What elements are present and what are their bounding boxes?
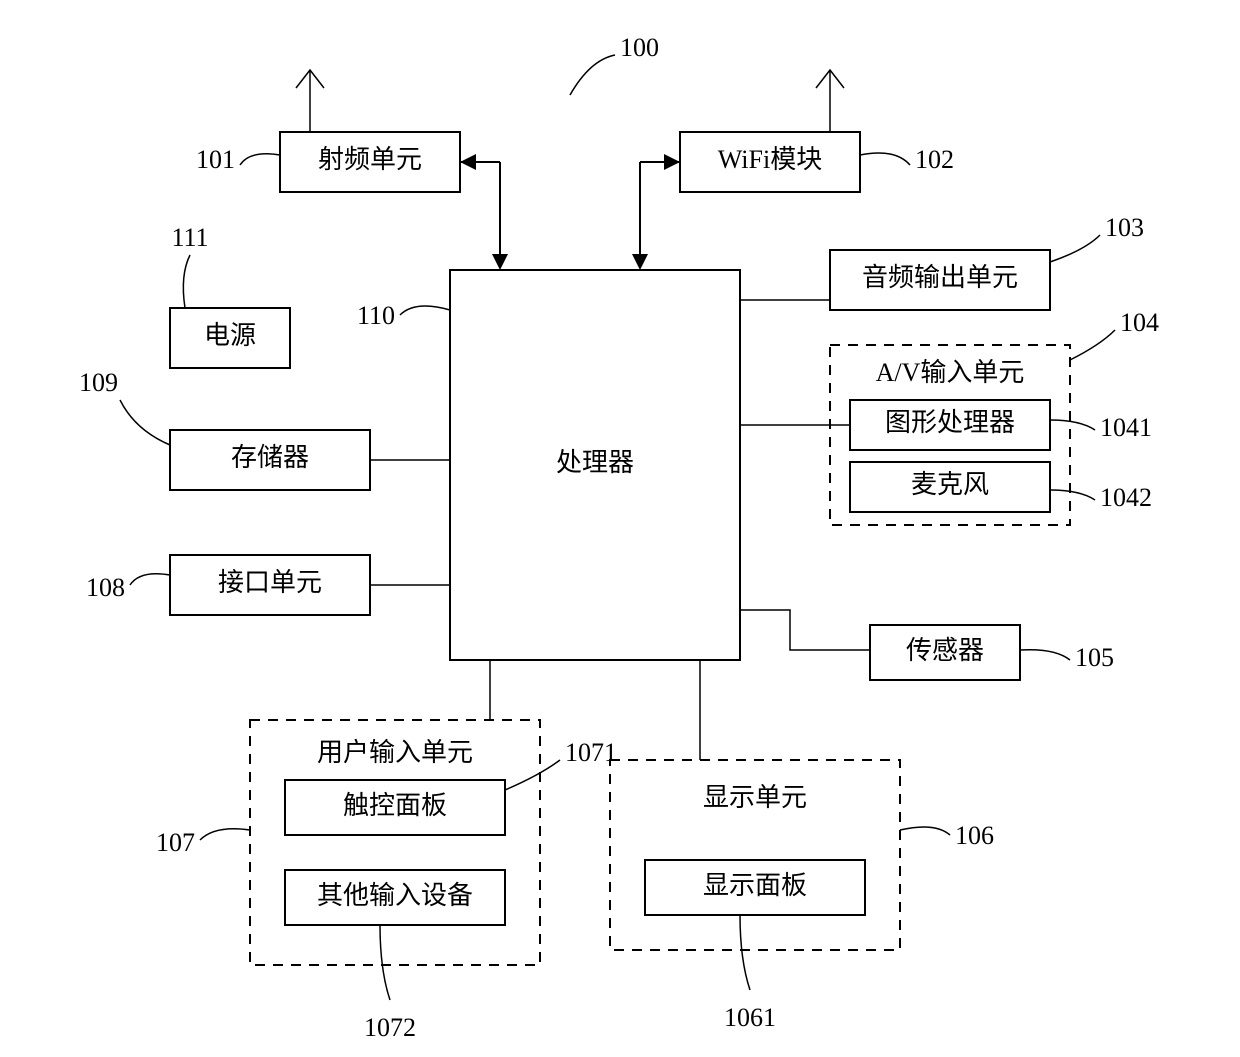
ref-104: 104 [1120, 308, 1159, 337]
leader-1061 [740, 915, 750, 990]
ref-102: 102 [915, 145, 954, 174]
rf-unit-label: 射频单元 [318, 145, 422, 174]
other-input-label: 其他输入设备 [317, 881, 473, 910]
ref-109: 109 [79, 368, 118, 397]
power-label: 电源 [204, 321, 256, 350]
rf-arrow-left [460, 154, 476, 170]
wifi-module-label: WiFi模块 [718, 145, 822, 174]
wifi-arrow-down [632, 254, 648, 270]
ref-101: 101 [196, 145, 235, 174]
ref-1072: 1072 [364, 1013, 416, 1042]
sensor-conn [740, 610, 870, 650]
ref-105: 105 [1075, 643, 1114, 672]
leader-102 [860, 153, 910, 165]
display-unit-label: 显示单元 [703, 783, 807, 812]
ref-108: 108 [86, 573, 125, 602]
graphics-processor-label: 图形处理器 [885, 408, 1015, 437]
leader-101 [240, 154, 280, 165]
ref-107: 107 [156, 828, 195, 857]
touch-panel-label: 触控面板 [343, 791, 447, 820]
display-panel-label: 显示面板 [703, 871, 807, 900]
leader-105 [1020, 650, 1070, 660]
leader-110 [400, 306, 450, 315]
leader-108 [130, 574, 170, 585]
sensor-label: 传感器 [906, 636, 984, 665]
leader-1072 [380, 925, 390, 1000]
ref-1042: 1042 [1100, 483, 1152, 512]
leader-109 [120, 400, 170, 445]
rf-arrow-down [492, 254, 508, 270]
processor-label: 处理器 [556, 448, 634, 477]
ref-1061: 1061 [724, 1003, 776, 1032]
leader-111 [183, 255, 190, 308]
microphone-label: 麦克风 [911, 470, 989, 499]
memory-label: 存储器 [231, 443, 309, 472]
leader-104 [1070, 330, 1115, 360]
wifi-arrow-right [664, 154, 680, 170]
ref-1071: 1071 [565, 738, 617, 767]
ref-106: 106 [955, 821, 994, 850]
block-diagram: 处理器 射频单元 WiFi模块 音频输出单元 A/V输入单元 图形处理器 麦克风… [0, 0, 1240, 1057]
leader-107 [200, 829, 250, 840]
leader-1042 [1050, 490, 1095, 500]
av-input-label: A/V输入单元 [876, 358, 1025, 387]
ref-1041: 1041 [1100, 413, 1152, 442]
leader-106 [900, 827, 950, 835]
ref-100: 100 [620, 33, 659, 62]
leader-100 [570, 55, 615, 95]
ref-111: 111 [171, 223, 208, 252]
leader-1041 [1050, 420, 1095, 430]
audio-output-label: 音频输出单元 [862, 263, 1018, 292]
leader-1071 [505, 760, 560, 790]
ref-110: 110 [357, 301, 395, 330]
ref-103: 103 [1105, 213, 1144, 242]
user-input-label: 用户输入单元 [317, 738, 473, 767]
interface-unit-label: 接口单元 [218, 568, 322, 597]
leader-103 [1050, 235, 1100, 262]
